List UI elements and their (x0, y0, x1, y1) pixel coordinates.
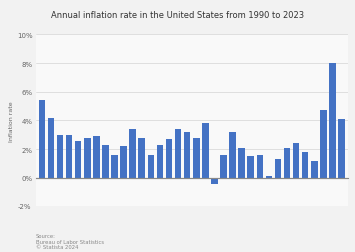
Bar (257, 155, 263, 178)
Bar (220, 155, 227, 178)
Bar (211, 178, 218, 184)
Bar (166, 140, 172, 178)
Bar (66, 135, 72, 178)
Bar (202, 124, 209, 178)
Bar (238, 148, 245, 178)
Bar (320, 111, 327, 178)
Bar (175, 130, 181, 178)
Text: Annual inflation rate in the United States from 1990 to 2023: Annual inflation rate in the United Stat… (51, 11, 304, 20)
Bar (302, 152, 308, 178)
Bar (130, 130, 136, 178)
Bar (93, 137, 100, 178)
Bar (329, 64, 336, 178)
Text: -2%: -2% (17, 204, 31, 210)
Bar (193, 138, 200, 178)
Bar (84, 138, 91, 178)
Bar (184, 132, 190, 178)
Bar (229, 132, 236, 178)
Bar (75, 141, 81, 178)
Bar (138, 138, 145, 178)
Bar (111, 155, 118, 178)
Bar (57, 135, 63, 178)
Bar (311, 161, 318, 178)
Bar (102, 145, 109, 178)
Bar (120, 147, 127, 178)
Text: Source:
Bureau of Labor Statistics
© Statista 2024: Source: Bureau of Labor Statistics © Sta… (36, 233, 104, 249)
Bar (266, 177, 272, 178)
Bar (48, 118, 54, 178)
Bar (39, 101, 45, 178)
Y-axis label: Inflation rate: Inflation rate (9, 101, 14, 141)
Bar (148, 155, 154, 178)
Bar (247, 157, 254, 178)
Bar (338, 119, 345, 178)
Bar (157, 145, 163, 178)
Bar (284, 148, 290, 178)
Bar (275, 160, 281, 178)
Bar (293, 144, 299, 178)
